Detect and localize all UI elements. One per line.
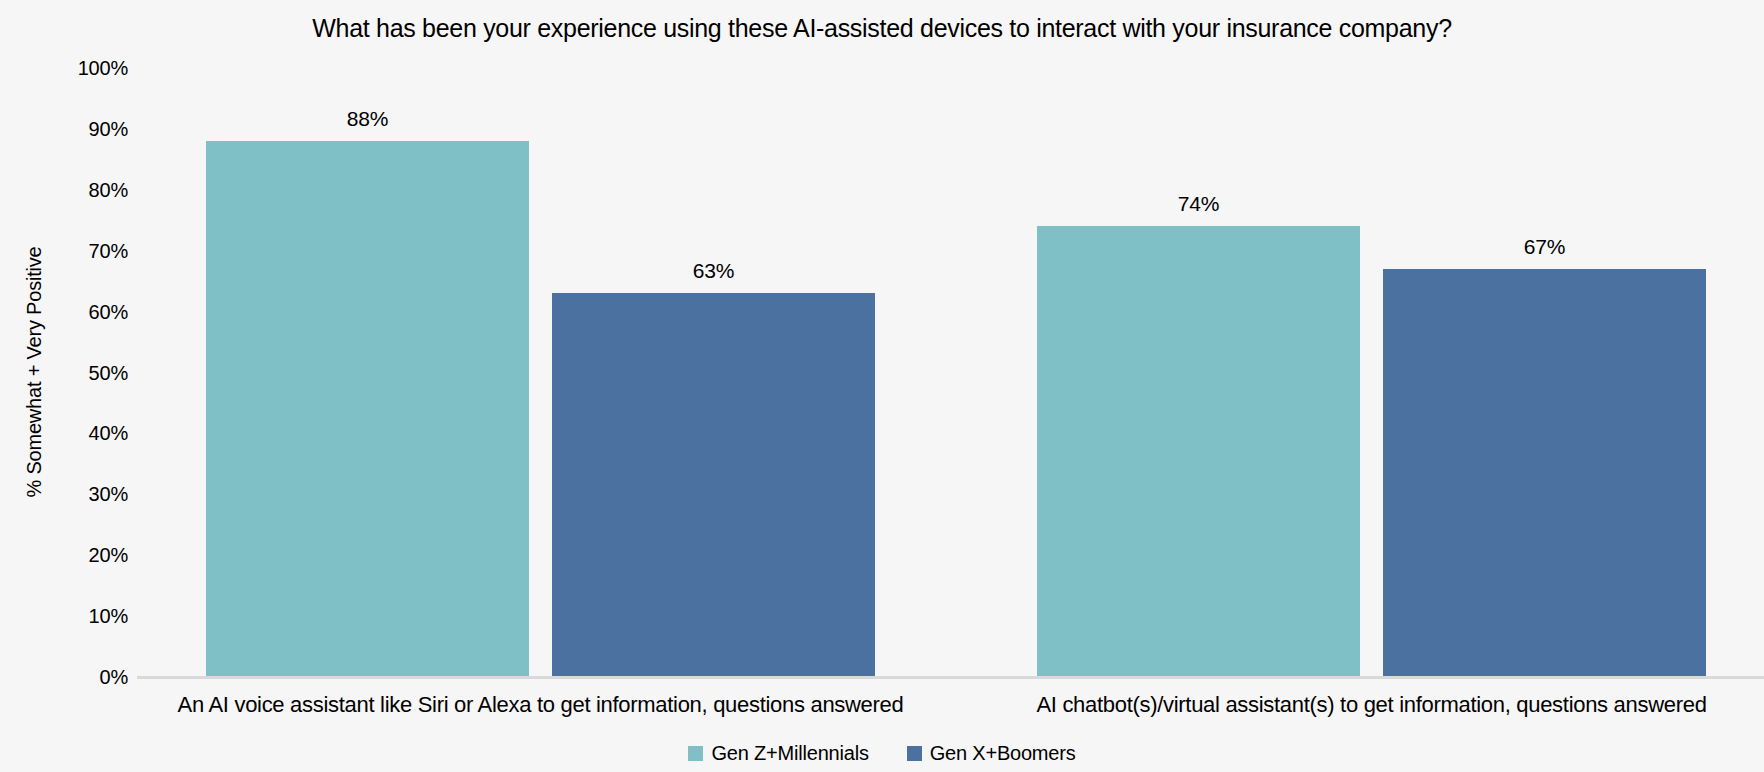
legend-swatch-icon xyxy=(907,746,922,761)
bar-value-label: 67% xyxy=(1383,235,1706,259)
y-tick-label: 100% xyxy=(0,57,128,79)
bar-gen-x-boomers xyxy=(1383,269,1706,677)
bar-gen-x-boomers xyxy=(552,293,875,677)
x-axis-line xyxy=(137,676,1764,679)
bar-gen-z-millennials xyxy=(1037,226,1360,677)
x-axis-category-label: An AI voice assistant like Siri or Alexa… xyxy=(178,692,904,718)
y-tick-label: 90% xyxy=(0,118,128,140)
legend-item: Gen Z+Millennials xyxy=(688,742,868,765)
legend-label: Gen Z+Millennials xyxy=(711,742,868,765)
bar-value-label: 74% xyxy=(1037,192,1360,216)
y-tick-label: 20% xyxy=(0,544,128,566)
y-tick-label: 0% xyxy=(0,666,128,688)
legend-swatch-icon xyxy=(688,746,703,761)
bar-chart: What has been your experience using thes… xyxy=(0,0,1764,772)
y-tick-label: 70% xyxy=(0,240,128,262)
bar-value-label: 88% xyxy=(206,107,529,131)
x-axis-category-label: AI chatbot(s)/virtual assistant(s) to ge… xyxy=(1036,692,1706,718)
y-tick-label: 30% xyxy=(0,483,128,505)
bar-value-label: 63% xyxy=(552,259,875,283)
bar-gen-z-millennials xyxy=(206,141,529,677)
y-tick-label: 10% xyxy=(0,605,128,627)
legend: Gen Z+Millennials Gen X+Boomers xyxy=(0,742,1764,765)
legend-item: Gen X+Boomers xyxy=(907,742,1076,765)
y-tick-label: 40% xyxy=(0,422,128,444)
y-tick-label: 60% xyxy=(0,301,128,323)
y-tick-label: 50% xyxy=(0,362,128,384)
legend-label: Gen X+Boomers xyxy=(930,742,1076,765)
y-tick-label: 80% xyxy=(0,179,128,201)
chart-title: What has been your experience using thes… xyxy=(0,14,1764,43)
